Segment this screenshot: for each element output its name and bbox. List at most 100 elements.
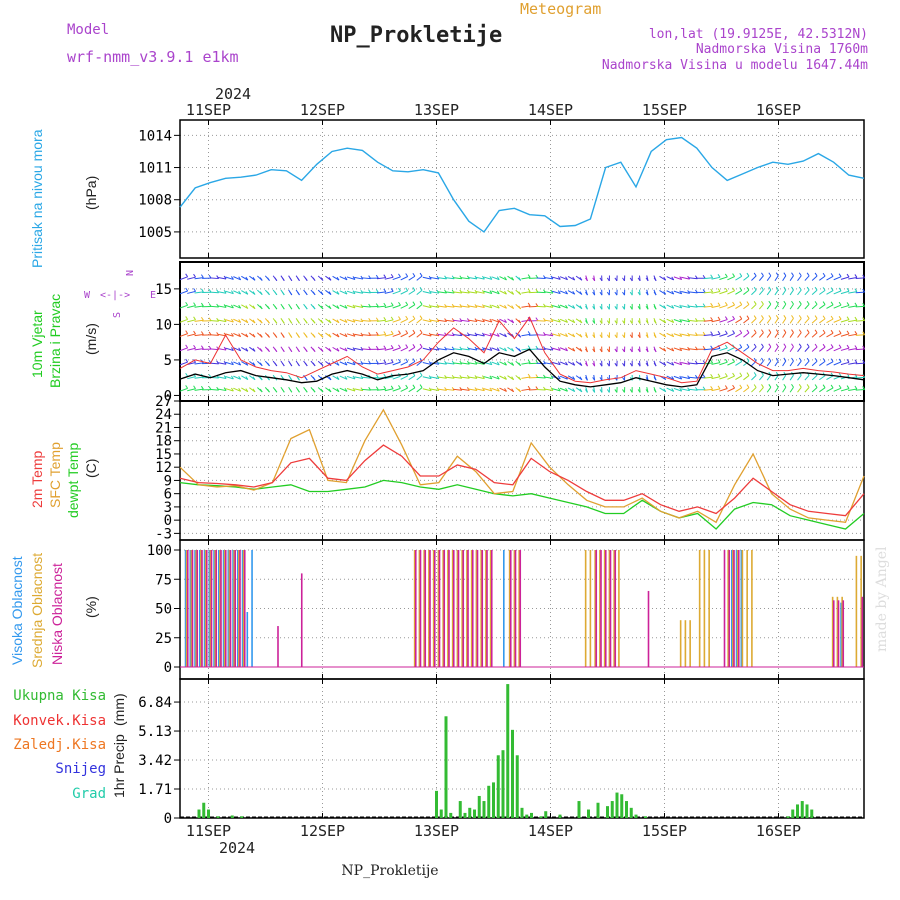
wind-barb-flag [585,389,588,393]
wind-barb [567,275,575,281]
wind-barb-flag [238,319,242,323]
wind-barb-flag [489,361,493,365]
wind-ylabel-2: Brzina i Pravac [47,294,63,388]
wind-barb-flag [768,357,772,362]
wind-barb [727,361,735,366]
wind-barb-flag [814,343,818,348]
wind-barb-flag [592,348,596,353]
wind-barb-flag [375,374,379,378]
wind-barb-flag [557,375,561,380]
wind-barb [782,318,787,324]
high-cloud-bar [503,550,505,667]
wind-barb-flag [535,374,539,378]
wind-barb [354,291,363,294]
wind-barb-flag [606,334,610,339]
wind-barb-flag [352,361,356,366]
wind-barb [804,275,810,281]
wind-barb [559,333,568,338]
wind-barb [225,290,234,295]
wind-barb [797,318,802,324]
wind-barb [840,319,850,323]
wind-barb [491,375,500,380]
wind-barb [361,388,371,391]
low-cloud-bar [429,550,431,667]
ytick-label: 10 [155,317,172,333]
precip-bar [810,809,814,818]
wind-barb [452,291,462,294]
precip-bar [230,815,234,818]
wind-barb-flag [854,359,858,363]
wind-barb [499,318,507,323]
precip-bar [473,809,476,818]
wind-barb-flag [231,347,234,351]
wind-barb [536,376,546,379]
model-elevation-label: Nadmorska Visina u modelu 1647.44m [602,58,868,73]
wind-barb-flag [585,348,588,353]
wind-barb-flag [724,344,728,349]
wind-barb [811,332,818,338]
wind-barb-flag [193,302,196,306]
wind-barb [346,319,356,323]
wind-barb [475,291,485,294]
ytick-label: 24 [155,407,172,423]
wind-barb-flag [496,290,500,295]
wind-barb-flag [259,348,263,352]
high-cloud-bar [840,602,842,667]
wind-barb-flag [732,273,735,277]
mid-cloud-bar [860,555,862,667]
wind-barb [225,333,234,337]
wind-barb [559,347,568,352]
wind-barb [559,304,568,309]
wind-barb [727,318,735,323]
low-cloud-bar [723,550,726,667]
wind-barb [194,348,204,351]
wind-barb [819,318,826,324]
wind-barb [840,276,850,280]
wind-barb [559,361,568,366]
wind-barb-flag [671,361,675,366]
wind-barb-flag [645,334,649,339]
wind-barb-flag [592,362,596,367]
sfc-temp-line [179,408,865,524]
wind-barb-flag [223,318,227,322]
wind-barb [233,347,241,352]
wind-barb [408,290,416,295]
ytick-label: 3 [164,500,172,516]
wind-barb [567,347,575,352]
wind-barb [840,304,850,309]
wind-barb-flag [405,330,409,334]
wind-barb-flag [511,333,515,338]
wind-barb-flag [245,388,249,392]
wind-barb-flag [622,348,625,353]
wind-barb-flag [862,386,866,390]
wind-barb-flag [297,320,300,324]
wind-barb-flag [328,376,332,381]
wind-barb-flag [585,334,588,338]
wind-barb-flag [814,286,818,291]
wind-barb [536,389,546,391]
wind-barb-flag [579,276,583,281]
wind-barb [460,388,470,391]
wind-barb-flag [428,375,432,379]
mid-cloud-bar [461,550,463,667]
wind-barb [727,332,735,338]
wind-barb [666,347,674,352]
high-cloud-bar [222,550,225,667]
wind-barb [354,305,363,308]
wind-barb-flag [527,288,531,293]
wind-barb [536,334,546,336]
wind-barb [681,276,690,280]
wind-barb-flag [527,359,531,364]
wind-barb [559,290,568,295]
wind-barb [408,375,416,381]
low-cloud-bar [647,590,650,667]
wind-barb [811,360,818,367]
ytick-label: 0 [164,388,172,404]
wind-barb [567,361,575,366]
wind-barb [416,332,423,338]
wind-barb-flag [783,272,787,276]
wind-barb [452,305,462,308]
wind-barb-flag [259,291,263,295]
wind-barb-flag [753,343,757,348]
wind-barb-flag [746,343,750,348]
